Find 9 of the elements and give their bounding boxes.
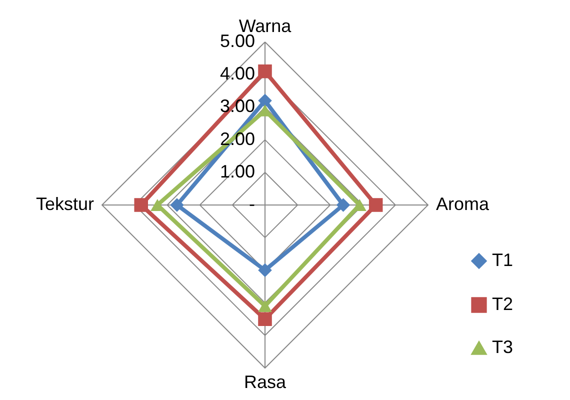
- legend-label: T2: [492, 294, 514, 314]
- spoke-label: Rasa: [244, 372, 287, 392]
- legend-label: T1: [492, 250, 514, 270]
- y-tick-label: 5.00: [220, 31, 255, 51]
- spoke-label: Aroma: [436, 194, 490, 214]
- y-tick-label: 1.00: [220, 161, 255, 182]
- spoke-label: Tekstur: [36, 194, 94, 214]
- legend-label: T3: [492, 337, 514, 357]
- y-tick-label: 4.00: [220, 64, 255, 84]
